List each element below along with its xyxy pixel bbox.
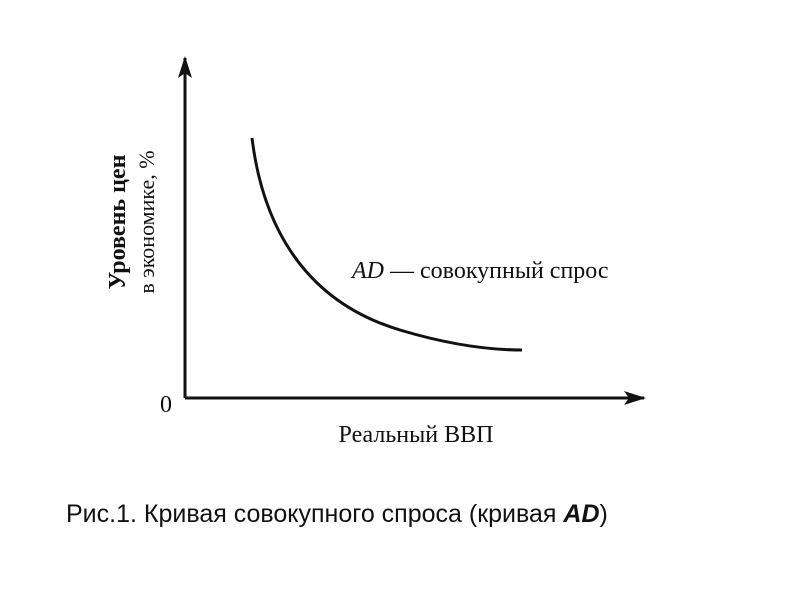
caption-prefix: Рис.1. Кривая совокупного спроса (кривая	[66, 500, 564, 528]
x-axis-label: Реальный ВВП	[339, 422, 494, 448]
curve-label-text: — совокупный спрос	[384, 258, 609, 284]
y-axis-label-line1: Уровень цен	[105, 154, 131, 289]
y-axis-label-line2: в экономике, %	[134, 150, 159, 293]
figure-caption: Рис.1. Кривая совокупного спроса (кривая…	[66, 496, 706, 532]
curve-label: AD — совокупный спрос	[350, 258, 609, 284]
curve-label-ad: AD	[350, 258, 384, 284]
caption-emphasis: AD	[563, 500, 600, 528]
caption-suffix: )	[599, 500, 608, 528]
origin-label: 0	[160, 392, 172, 418]
ad-curve	[250, 137, 523, 352]
